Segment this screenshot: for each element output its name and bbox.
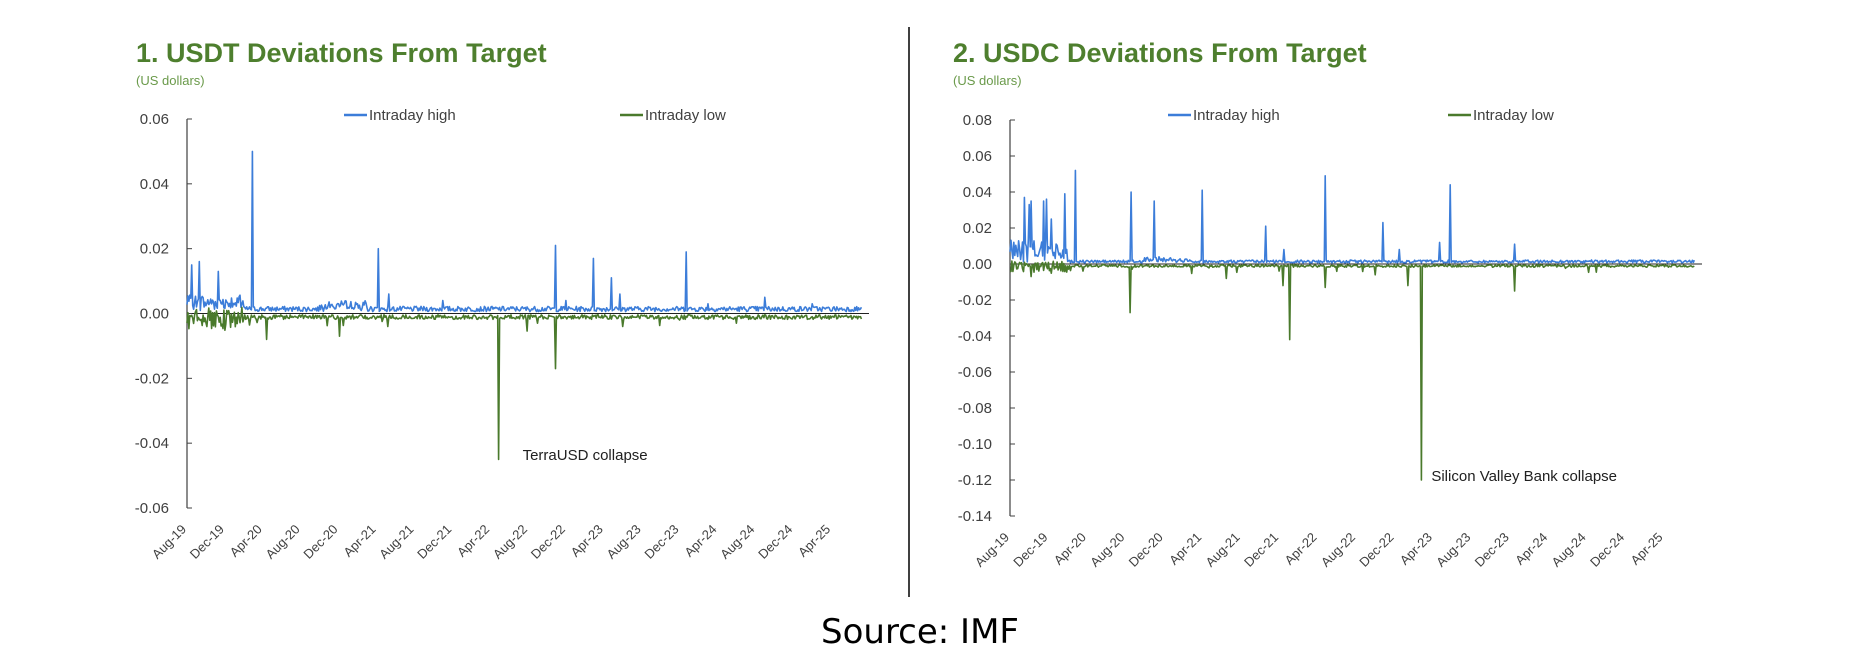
x-tick-label: Dec-20 <box>1126 530 1166 570</box>
x-tick-label: Aug-24 <box>1549 530 1589 570</box>
x-tick-label: Aug-21 <box>376 522 416 562</box>
chart-subtitle: (US dollars) <box>953 73 1022 88</box>
usdt-chart: 1. USDT Deviations From Target (US dolla… <box>135 38 869 562</box>
y-tick-label: -0.02 <box>958 292 992 309</box>
x-tick-label: Aug-23 <box>604 522 644 562</box>
x-tick-label: Dec-19 <box>187 522 227 562</box>
x-tick-label: Aug-19 <box>972 530 1012 570</box>
x-tick-label: Aug-22 <box>490 522 530 562</box>
series-intraday-low-line <box>1009 260 1695 481</box>
x-tick-label: Apr-20 <box>1051 530 1089 568</box>
y-tick-label: -0.14 <box>958 508 992 525</box>
chart-subtitle: (US dollars) <box>136 73 205 88</box>
x-tick-label: Apr-20 <box>227 522 265 560</box>
x-tick-label: Apr-24 <box>1512 530 1550 568</box>
y-tick-label: -0.10 <box>958 436 992 453</box>
x-tick-label: Dec-22 <box>1356 530 1396 570</box>
y-tick-label: 0.04 <box>963 184 992 201</box>
annotation-label: TerraUSD collapse <box>523 447 648 464</box>
x-tick-label: Aug-19 <box>149 522 189 562</box>
x-tick-label: Apr-24 <box>681 522 719 560</box>
x-tick-label: Apr-25 <box>1627 530 1665 568</box>
x-tick-label: Dec-24 <box>1587 530 1627 570</box>
x-tick-label: Dec-20 <box>300 522 340 562</box>
x-tick-label: Aug-20 <box>263 522 303 562</box>
x-tick-label: Apr-22 <box>454 522 492 560</box>
chart-title: 1. USDT Deviations From Target <box>136 38 547 68</box>
y-tick-label: -0.04 <box>135 435 169 452</box>
y-tick-label: 0.08 <box>963 112 992 129</box>
source-note: Source: IMF <box>821 612 1019 652</box>
x-tick-label: Dec-21 <box>414 522 454 562</box>
x-tick-label: Dec-24 <box>755 522 795 562</box>
y-tick-label: -0.02 <box>135 370 169 387</box>
series-intraday-low-line <box>186 306 863 461</box>
legend-low-label: Intraday low <box>1473 107 1554 124</box>
x-tick-label: Aug-21 <box>1203 530 1243 570</box>
x-tick-label: Apr-23 <box>568 522 606 560</box>
x-tick-label: Apr-21 <box>1166 530 1204 568</box>
legend-high-label: Intraday high <box>369 107 456 124</box>
x-tick-label: Dec-19 <box>1010 530 1050 570</box>
x-tick-label: Aug-22 <box>1318 530 1358 570</box>
legend-low-label: Intraday low <box>645 107 726 124</box>
x-tick-label: Aug-23 <box>1433 530 1473 570</box>
series-intraday-high-line <box>186 150 863 313</box>
x-tick-label: Apr-21 <box>340 522 378 560</box>
x-tick-label: Apr-23 <box>1397 530 1435 568</box>
y-tick-label: 0.00 <box>140 306 169 323</box>
x-tick-label: Dec-21 <box>1241 530 1281 570</box>
chart-title: 2. USDC Deviations From Target <box>953 38 1367 68</box>
y-tick-label: 0.04 <box>140 176 169 193</box>
x-tick-label: Apr-25 <box>795 522 833 560</box>
y-tick-label: 0.02 <box>140 241 169 258</box>
x-tick-label: Apr-22 <box>1281 530 1319 568</box>
x-tick-label: Dec-22 <box>528 522 568 562</box>
y-tick-label: -0.06 <box>958 364 992 381</box>
y-tick-label: -0.12 <box>958 472 992 489</box>
y-tick-label: -0.08 <box>958 400 992 417</box>
x-tick-label: Aug-24 <box>717 522 757 562</box>
y-tick-label: 0.06 <box>140 111 169 128</box>
y-tick-label: 0.02 <box>963 220 992 237</box>
legend-high-label: Intraday high <box>1193 107 1280 124</box>
y-tick-label: -0.06 <box>135 500 169 517</box>
y-tick-label: 0.00 <box>963 256 992 273</box>
series-intraday-high-line <box>1009 169 1696 264</box>
usdc-chart: 2. USDC Deviations From Target (US dolla… <box>953 38 1702 570</box>
y-tick-label: -0.04 <box>958 328 992 345</box>
x-tick-label: Dec-23 <box>1472 530 1512 570</box>
x-tick-label: Dec-23 <box>641 522 681 562</box>
y-tick-label: 0.06 <box>963 148 992 165</box>
annotation-label: Silicon Valley Bank collapse <box>1431 468 1617 485</box>
x-tick-label: Aug-20 <box>1087 530 1127 570</box>
